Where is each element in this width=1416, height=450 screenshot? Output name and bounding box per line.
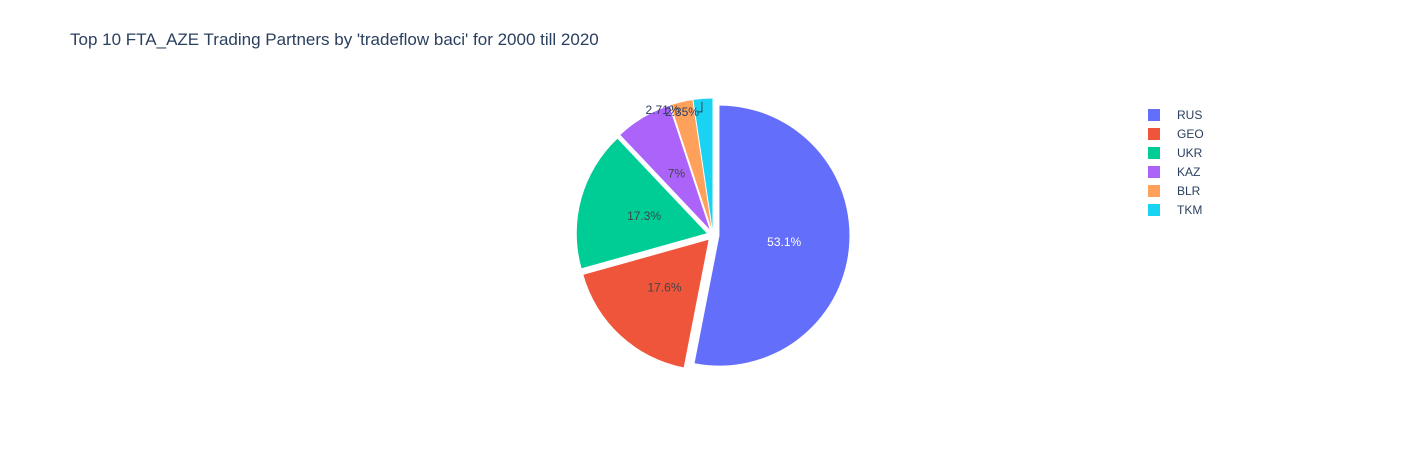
legend-item-ukr[interactable]: UKR [1148,143,1204,162]
legend-label: GEO [1177,126,1204,141]
pie-slice-rus[interactable] [694,105,850,366]
legend-item-kaz[interactable]: KAZ [1148,162,1204,181]
legend-label: TKM [1177,202,1203,217]
legend-swatch [1148,127,1160,140]
legend-label: RUS [1177,107,1203,122]
slice-label-kaz: 7% [668,167,686,181]
legend-label: UKR [1177,145,1203,160]
legend-item-geo[interactable]: GEO [1148,124,1204,143]
legend-swatch [1148,146,1160,159]
pie-slice-blr[interactable] [670,100,712,229]
legend-swatch [1148,184,1160,197]
pie-slice-ukr[interactable] [576,138,707,269]
legend-item-rus[interactable]: RUS [1148,105,1204,124]
leader-line-tkm [697,101,703,113]
pie-slice-geo[interactable] [583,239,709,368]
label-leader-lines [697,101,703,113]
legend-swatch [1148,165,1160,178]
pie-slices [576,98,850,368]
legend-swatch [1148,203,1160,216]
legend-label: BLR [1177,183,1201,198]
slice-label-rus: 53.1% [767,235,801,249]
slice-label-ukr: 17.3% [627,209,661,223]
legend: RUS GEO UKR KAZ BLR TKM [1148,105,1204,219]
legend-swatch [1148,108,1160,121]
chart-title: Top 10 FTA_AZE Trading Partners by 'trad… [70,30,599,49]
slice-label-tkm: 2.35% [665,105,699,119]
slice-label-blr: 2.71% [645,103,679,117]
legend-item-blr[interactable]: BLR [1148,181,1204,200]
pie-slice-tkm[interactable] [693,98,713,229]
slice-label-geo: 17.6% [647,281,681,295]
legend-item-tkm[interactable]: TKM [1148,200,1204,219]
legend-label: KAZ [1177,164,1201,179]
pie-slice-kaz[interactable] [620,105,710,230]
slice-labels: 53.1% 17.6% 17.3% 7% 2.71%2.35% [627,103,801,294]
